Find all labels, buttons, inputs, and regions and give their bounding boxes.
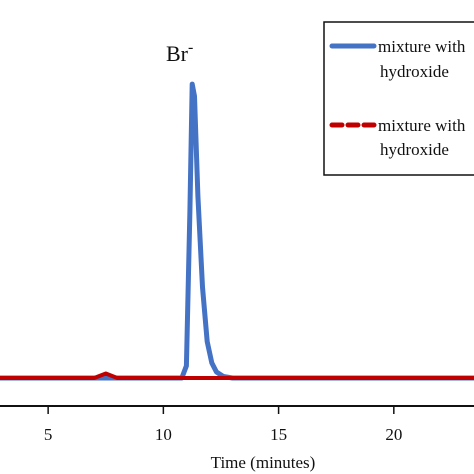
series-2-line	[0, 371, 474, 380]
peak-annotation-text: Br	[166, 41, 189, 66]
legend-label-series-1-line-2: hydroxide	[380, 62, 449, 81]
peak-annotation-superscript: -	[188, 39, 193, 56]
x-axis-title: Time (minutes)	[211, 453, 316, 472]
legend-label-series-1-line-1: mixture with	[378, 37, 466, 56]
peak-annotation-br: Br-	[166, 39, 193, 66]
plot-series-group	[0, 81, 474, 381]
series-2-group	[0, 371, 474, 380]
x-tick-label: 15	[270, 425, 287, 444]
legend: mixture with hydroxide mixture with hydr…	[323, 21, 474, 176]
x-tick-label: 20	[385, 425, 402, 444]
legend-label-series-2-line-2: hydroxide	[380, 140, 449, 159]
x-tick-label: 5	[44, 425, 53, 444]
x-tick-label: 10	[155, 425, 172, 444]
legend-label-series-2-line-1: mixture with	[378, 116, 466, 135]
x-axis-ticks: 5 10 15 20	[44, 406, 402, 444]
